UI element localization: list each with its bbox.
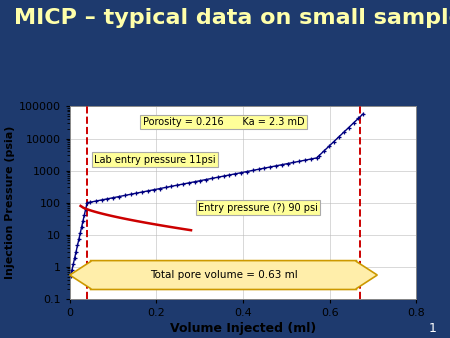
Polygon shape [70,261,377,289]
Text: Porosity = 0.216      Ka = 2.3 mD: Porosity = 0.216 Ka = 2.3 mD [143,117,304,127]
Text: Entry pressure (?) 90 psi: Entry pressure (?) 90 psi [198,203,318,213]
Text: Lab entry pressure 11psi: Lab entry pressure 11psi [94,155,216,165]
Text: Total pore volume = 0.63 ml: Total pore volume = 0.63 ml [150,270,297,280]
Y-axis label: Injection Pressure (psia): Injection Pressure (psia) [4,126,14,280]
X-axis label: Volume Injected (ml): Volume Injected (ml) [170,322,316,335]
Text: 1: 1 [428,322,436,335]
Text: MICP – typical data on small samples: MICP – typical data on small samples [14,8,450,28]
